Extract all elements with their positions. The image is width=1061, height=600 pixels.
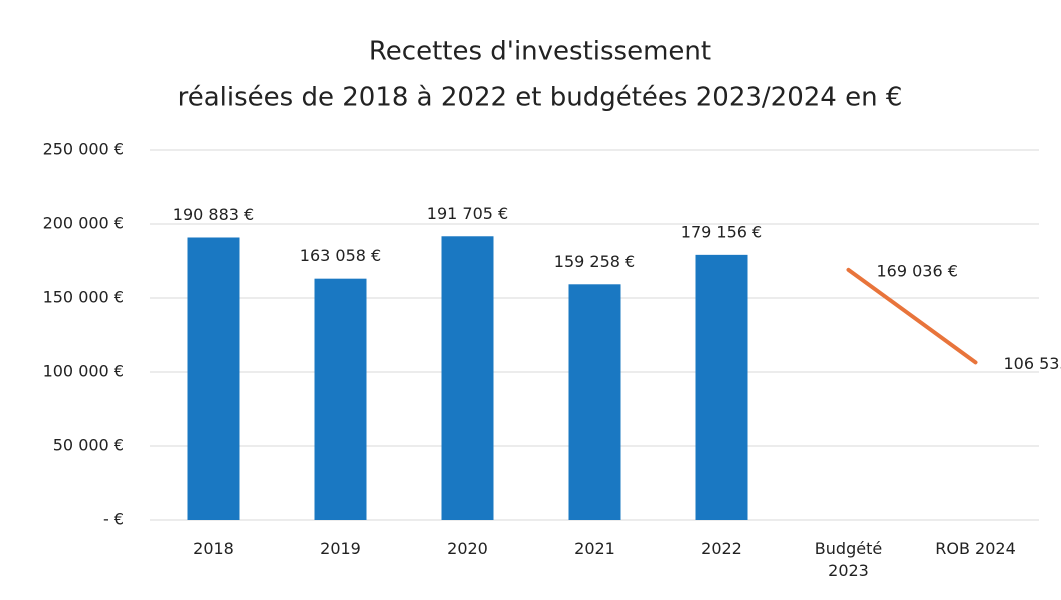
data-label: 179 156 €	[681, 222, 762, 241]
x-tick-label: 2018	[193, 539, 234, 558]
bar	[441, 236, 494, 520]
bar	[568, 284, 621, 520]
y-tick-label: 150 000 €	[43, 288, 124, 307]
data-label: 191 705 €	[427, 204, 508, 223]
x-tick-label: 2021	[574, 539, 615, 558]
data-label: 159 258 €	[554, 252, 635, 271]
x-tick-label: ROB 2024	[935, 539, 1016, 558]
x-tick-label: 2022	[701, 539, 742, 558]
chart-title: réalisées de 2018 à 2022 et budgétées 20…	[178, 83, 903, 113]
y-tick-label: 200 000 €	[43, 214, 124, 233]
bar	[187, 237, 240, 520]
x-tick-label: 2019	[320, 539, 361, 558]
x-tick-label: Budgété 2023	[814, 539, 883, 580]
y-tick-label: 100 000 €	[43, 362, 124, 381]
bar	[314, 278, 367, 520]
data-label: 163 058 €	[300, 246, 381, 265]
y-tick-label: - €	[103, 510, 124, 529]
x-tick-label: 2020	[447, 539, 488, 558]
data-label: 169 036 €	[877, 261, 958, 280]
y-tick-label: 250 000 €	[43, 140, 124, 159]
chart-title: Recettes d'investissement	[369, 37, 711, 67]
bar	[695, 254, 748, 520]
y-tick-label: 50 000 €	[53, 436, 124, 455]
data-label: 106 535 €	[1004, 354, 1061, 373]
line	[846, 267, 978, 365]
data-label: 190 883 €	[173, 205, 254, 224]
